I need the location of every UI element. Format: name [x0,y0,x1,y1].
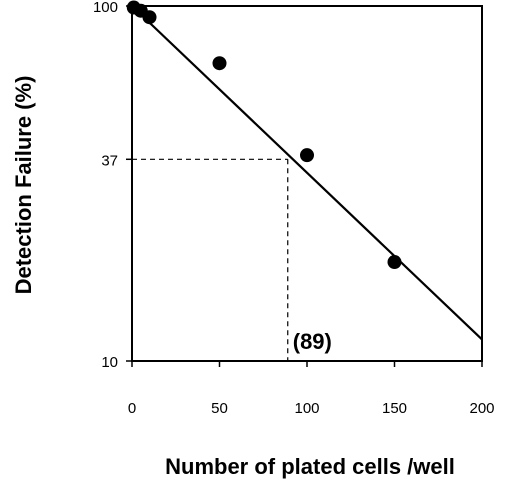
data-point [300,148,314,163]
x-axis-title: Number of plated cells /well [165,454,455,479]
reference-lines [132,158,289,361]
x-axis-ticks: 0 50 100 150 200 [128,361,495,417]
y-axis-ticks: 100 37 10 [93,0,132,371]
x-tick-label: 200 [469,400,494,417]
reference-label: (89) [293,329,332,354]
data-point [142,10,157,25]
y-axis-title: Detection Failure (%) [11,76,36,295]
x-tick-label: 150 [382,400,407,417]
x-tick-label: 100 [294,400,319,417]
data-point [212,56,227,71]
x-tick-label: 0 [128,400,136,417]
fit-line [131,5,483,341]
x-tick-label: 50 [211,400,228,417]
data-point [387,255,402,270]
y-tick-label: 100 [93,0,118,16]
fit-line-group [131,5,483,341]
plot-frame [131,5,483,362]
y-tick-label: 37 [101,152,118,169]
data-points [126,0,402,270]
y-tick-label: 10 [101,354,118,371]
